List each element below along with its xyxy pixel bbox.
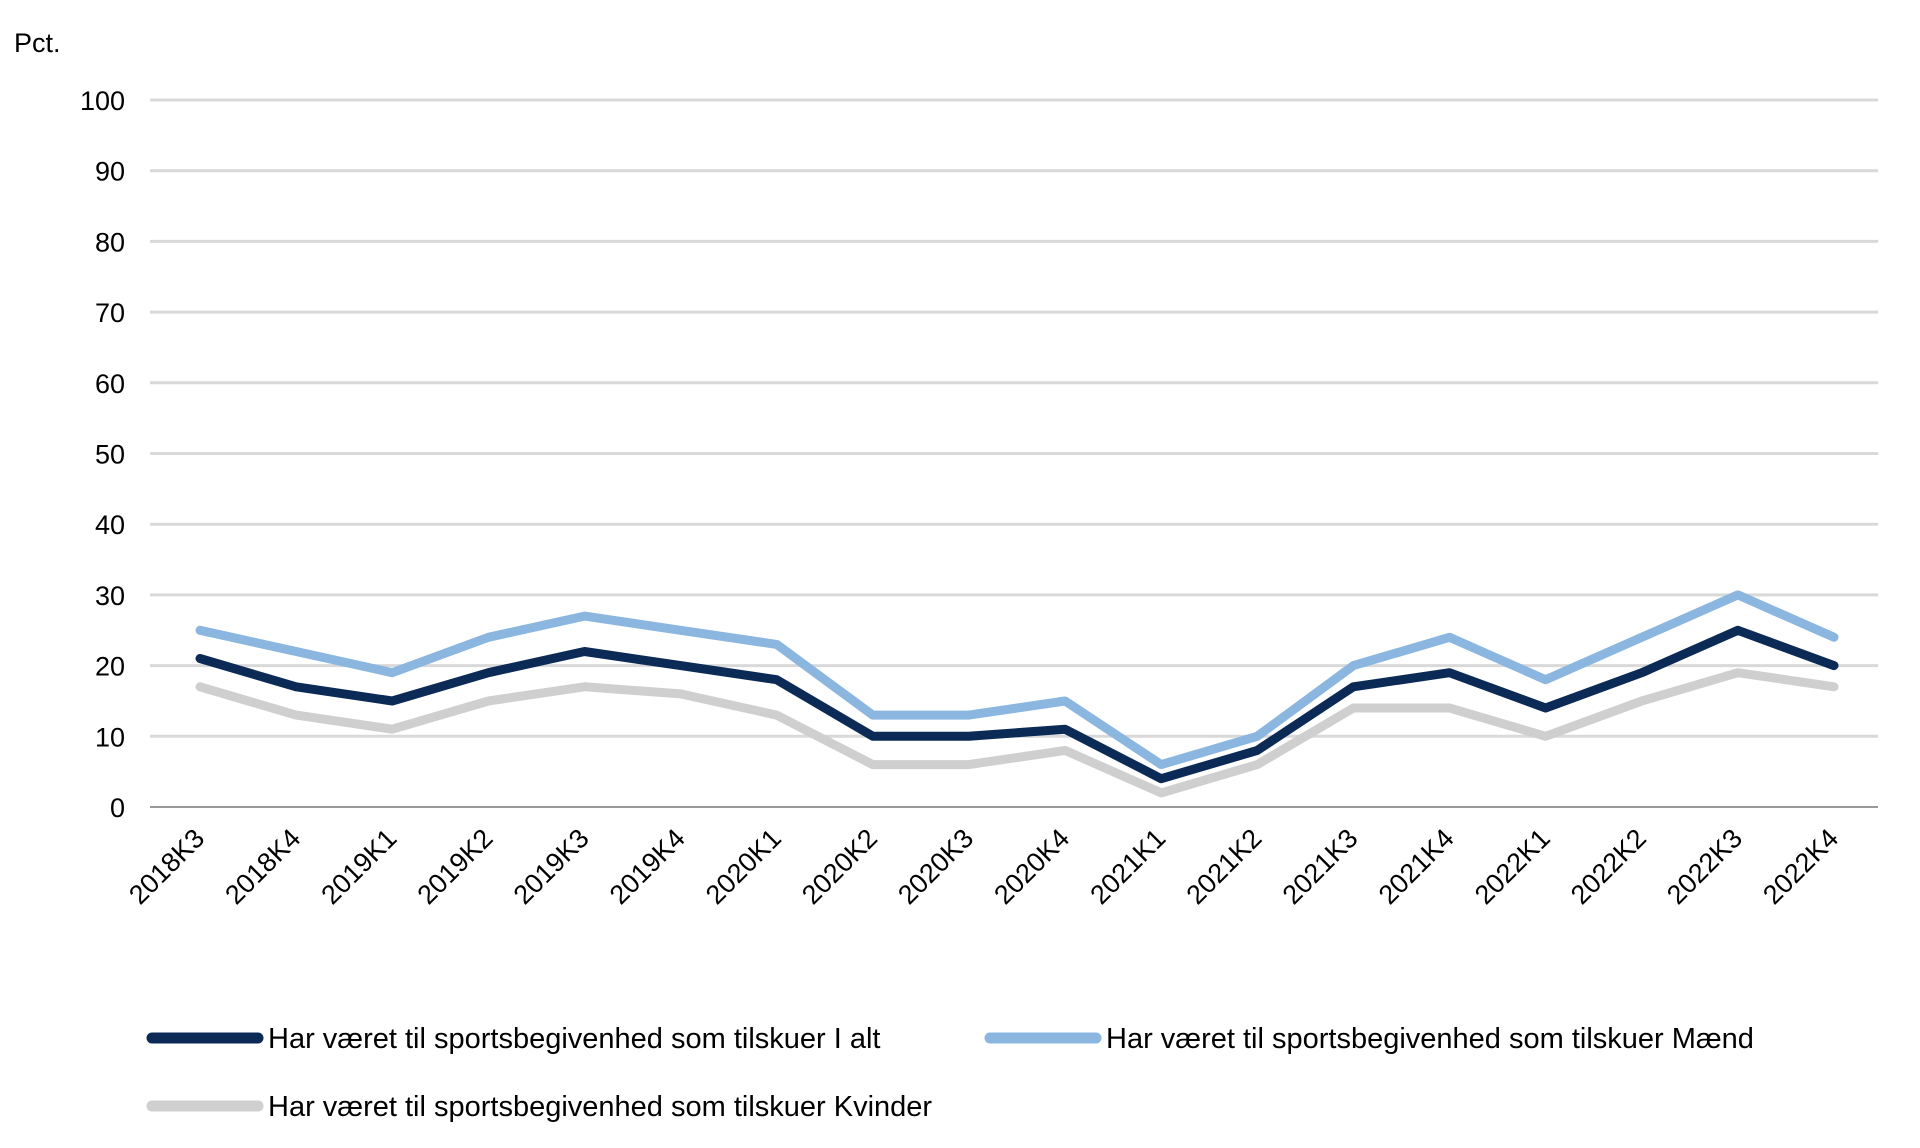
x-tick-label: 2021K3 (1277, 823, 1364, 910)
legend: Har været til sportsbegivenhed som tilsk… (146, 1023, 1754, 1123)
y-tick-label: 70 (95, 298, 125, 328)
x-tick-label: 2020K4 (988, 823, 1075, 910)
x-tick-label: 2019K4 (604, 823, 691, 910)
legend-label: Har været til sportsbegivenhed som tilsk… (268, 1091, 932, 1123)
x-tick-label: 2020K2 (796, 823, 883, 910)
y-tick-label: 10 (95, 722, 125, 752)
x-tick-label: 2021K1 (1084, 823, 1171, 910)
series-line-0 (195, 625, 1839, 784)
x-tick-label: 2019K2 (412, 823, 499, 910)
y-tick-label: 90 (95, 157, 125, 187)
y-axis-ticks: 0 10 20 30 40 50 60 70 80 90 100 (80, 86, 125, 823)
legend-label: Har været til sportsbegivenhed som tilsk… (1106, 1023, 1754, 1055)
series-line-2 (195, 668, 1839, 798)
y-axis-unit-label: Pct. (14, 28, 61, 58)
x-tick-label: 2022K2 (1565, 823, 1652, 910)
y-tick-label: 30 (95, 581, 125, 611)
x-axis-ticks: 2018K3 2018K4 2019K1 2019K2 2019K3 2019K4 2020… (123, 823, 1844, 910)
y-tick-label: 60 (95, 369, 125, 399)
series-line-1 (195, 590, 1839, 770)
series-lines (195, 590, 1839, 798)
y-tick-label: 80 (95, 227, 125, 257)
x-tick-label: 2020K1 (700, 823, 787, 910)
y-tick-label: 100 (80, 86, 125, 116)
legend-label: Har været til sportsbegivenhed som tilsk… (268, 1023, 880, 1055)
x-tick-label: 2021K4 (1373, 823, 1460, 910)
x-tick-label: 2022K3 (1661, 823, 1748, 910)
x-tick-label: 2019K1 (315, 823, 402, 910)
y-tick-label: 50 (95, 440, 125, 470)
y-tick-label: 0 (110, 793, 125, 823)
y-tick-label: 40 (95, 510, 125, 540)
x-tick-label: 2022K4 (1757, 823, 1844, 910)
x-tick-label: 2018K4 (219, 823, 306, 910)
x-tick-label: 2020K3 (892, 823, 979, 910)
gridlines (150, 98, 1878, 738)
y-tick-label: 20 (95, 652, 125, 682)
x-tick-label: 2018K3 (123, 823, 210, 910)
x-tick-label: 2019K3 (508, 823, 595, 910)
x-tick-label: 2022K1 (1469, 823, 1556, 910)
x-tick-label: 2021K2 (1180, 823, 1267, 910)
